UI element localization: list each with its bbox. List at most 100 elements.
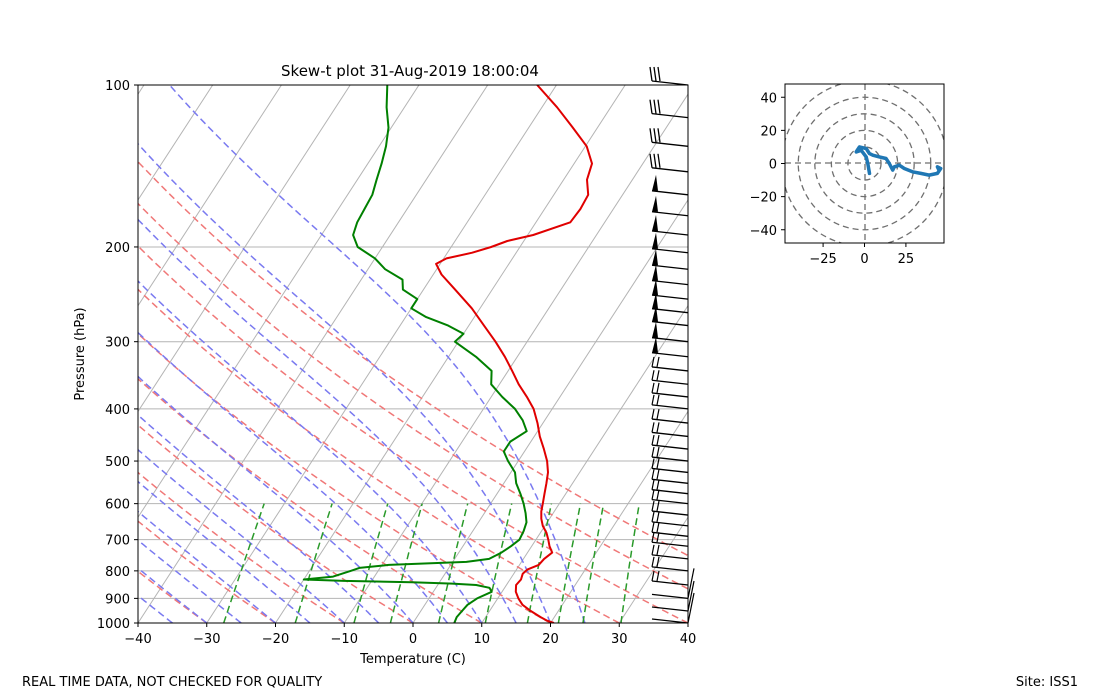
dry-adiabat-lines — [138, 160, 688, 623]
isotherm-line — [138, 85, 214, 201]
wind-barb — [651, 500, 689, 516]
skew-t-chart: Skew-t plot 31-Aug-2019 18:00:04 −40 −30 −… — [0, 62, 1100, 667]
mixing-ratio-line — [557, 503, 582, 623]
wind-barb — [651, 174, 689, 196]
dry-adiabat-line — [138, 202, 688, 590]
wind-barb — [651, 292, 689, 314]
moist-adiabat-line — [138, 280, 483, 623]
wind-barb — [649, 99, 689, 119]
wind-barb — [651, 469, 689, 484]
isotherm-line — [618, 516, 688, 623]
mixing-ratio-line — [353, 503, 389, 623]
wind-barb — [651, 570, 689, 586]
mixing-ratio-line — [620, 503, 641, 623]
moist-adiabat-line — [138, 414, 380, 623]
moist-adiabat-line — [138, 448, 345, 623]
moist-adiabat-line — [138, 218, 517, 623]
wind-barbs — [649, 66, 695, 624]
x-tick-label: 0 — [409, 632, 417, 647]
wind-barb — [651, 489, 689, 505]
dry-adiabat-line — [138, 245, 688, 623]
x-tick-label: −10 — [331, 632, 358, 647]
dry-adiabat-line — [138, 520, 276, 623]
mixing-ratio-line — [294, 503, 333, 623]
isotherm-line — [138, 85, 420, 519]
hodograph-x-tick-label: −25 — [809, 252, 836, 267]
moist-adiabat-line — [138, 375, 414, 623]
y-tick-label: 400 — [105, 403, 130, 418]
wind-barb — [651, 568, 695, 600]
wind-barb — [651, 434, 689, 450]
hodograph-series — [854, 145, 943, 177]
mixing-ratio-line — [484, 503, 513, 623]
x-tick-label: 10 — [473, 632, 490, 647]
x-tick-label: 20 — [542, 632, 559, 647]
moist-adiabat-line — [138, 567, 208, 623]
sounding-series-line-0 — [435, 85, 593, 623]
isotherm-line — [343, 93, 688, 623]
y-tick-label: 300 — [105, 336, 130, 351]
wind-barb — [649, 66, 689, 86]
isotherm-line — [138, 85, 351, 413]
x-tick-label: −40 — [124, 632, 151, 647]
x-tick-label: 40 — [680, 632, 697, 647]
wind-barb — [649, 153, 689, 173]
isotherm-line — [412, 199, 688, 623]
isotherm-line — [0, 85, 6, 623]
wind-barb — [651, 321, 689, 343]
wind-barb — [651, 458, 689, 474]
hodograph-y-tick-label: 40 — [760, 91, 777, 106]
isotherm-line — [757, 85, 1100, 623]
x-tick-label: −30 — [193, 632, 220, 647]
wind-barb — [651, 394, 689, 410]
dry-adiabat-line — [138, 471, 345, 623]
hodograph-y-tick-label: 0 — [769, 158, 777, 173]
wind-barb — [651, 580, 695, 612]
wind-barb — [649, 128, 689, 147]
moist-adiabat-line — [138, 510, 276, 623]
y-tick-label: 100 — [105, 79, 130, 94]
y-tick-label: 900 — [105, 592, 130, 607]
wind-barb — [651, 370, 689, 385]
x-axis-ticks: −40 −30 −20 −10 0 10 20 30 40 — [124, 623, 696, 647]
wind-barb — [651, 249, 689, 270]
wind-barb — [651, 195, 689, 217]
hodograph-x-tick-label: 0 — [860, 252, 868, 267]
wind-barb — [651, 446, 689, 462]
wind-barb — [651, 522, 689, 537]
wind-barb — [651, 544, 689, 560]
isotherm-line — [0, 85, 75, 623]
mixing-ratio-line — [526, 503, 553, 623]
y-tick-label: 800 — [105, 565, 130, 580]
mixing-ratio-line — [582, 503, 605, 623]
moist-adiabat-line — [138, 539, 242, 623]
mixing-ratio-lines — [222, 503, 641, 623]
isotherm-line — [206, 85, 557, 623]
moist-adiabat-line — [138, 480, 311, 623]
y-tick-label: 600 — [105, 498, 130, 513]
quality-note: REAL TIME DATA, NOT CHECKED FOR QUALITY — [22, 675, 322, 690]
dry-adiabat-line — [138, 160, 688, 557]
dry-adiabat-line — [138, 424, 414, 623]
hodograph-y-tick-label: −20 — [750, 191, 777, 206]
wind-barb — [651, 408, 689, 424]
isotherm-line — [687, 622, 688, 623]
wind-barb — [651, 232, 689, 254]
y-tick-label: 1000 — [97, 617, 130, 632]
isotherm-line — [550, 410, 688, 623]
wind-barb — [651, 422, 689, 438]
hodograph-line-0 — [854, 145, 943, 177]
x-tick-label: 30 — [611, 632, 628, 647]
isotherm-line — [138, 85, 489, 623]
mixing-ratio-line — [222, 503, 265, 623]
mixing-ratio-line — [437, 503, 469, 623]
y-tick-label: 500 — [105, 455, 130, 470]
isotherm-line — [138, 85, 282, 307]
hodograph-chart: −25 0 25 40 20 0 −20 −40 — [750, 83, 945, 267]
wind-barb — [651, 479, 689, 495]
sounding-series — [302, 85, 593, 623]
hodograph-x-tick-label: 25 — [898, 252, 915, 267]
y-tick-label: 200 — [105, 241, 130, 256]
skewt-title: Skew-t plot 31-Aug-2019 18:00:04 — [281, 62, 539, 80]
